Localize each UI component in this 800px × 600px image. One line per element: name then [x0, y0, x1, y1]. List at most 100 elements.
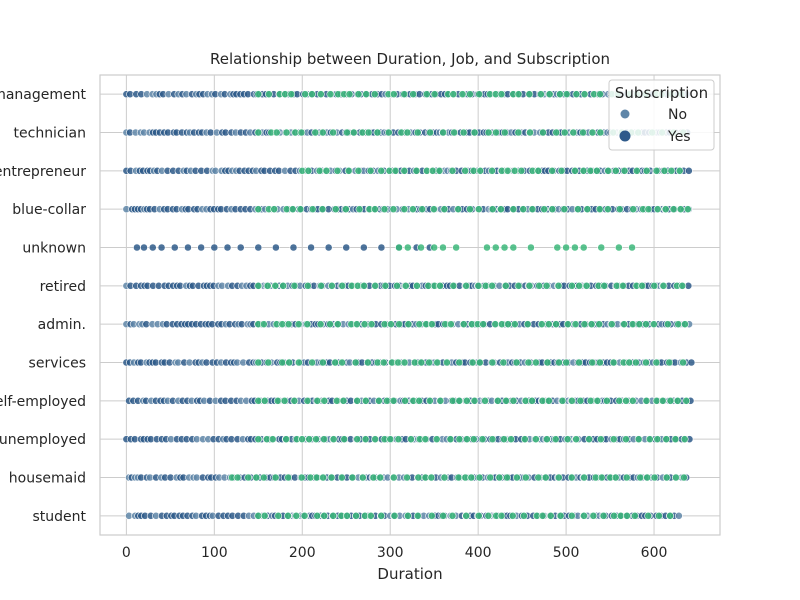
- data-point-yes: [644, 205, 653, 214]
- data-point-yes: [635, 320, 644, 329]
- data-point-yes: [327, 281, 336, 290]
- data-point-yes: [461, 166, 470, 175]
- data-point-yes: [486, 473, 495, 482]
- data-point-yes: [369, 473, 378, 482]
- data-point-yes: [455, 358, 464, 367]
- data-point-yes: [381, 281, 390, 290]
- data-point-yes: [366, 511, 375, 520]
- data-point-yes: [666, 396, 675, 405]
- data-point-yes: [543, 358, 552, 367]
- data-point-yes: [514, 128, 523, 137]
- data-point-yes: [669, 205, 678, 214]
- data-point-yes: [466, 90, 474, 99]
- data-point-yes: [348, 473, 357, 482]
- x-tick-label: 400: [465, 545, 492, 561]
- data-point-yes: [502, 396, 510, 405]
- data-point-yes: [400, 166, 409, 175]
- data-point-yes: [280, 396, 289, 405]
- data-point-yes: [354, 166, 363, 175]
- data-point-yes: [353, 435, 362, 444]
- data-point-yes: [622, 396, 630, 405]
- data-point-no: [184, 243, 192, 252]
- data-point-yes: [272, 128, 281, 137]
- data-point-yes: [288, 205, 297, 214]
- data-point-yes: [580, 511, 588, 520]
- data-point-yes: [303, 281, 312, 290]
- data-point-yes: [593, 396, 602, 405]
- data-point-yes: [316, 90, 325, 99]
- data-point-yes: [254, 90, 263, 99]
- data-point-yes: [415, 396, 424, 405]
- data-point-yes: [270, 205, 279, 214]
- data-point-yes: [483, 243, 491, 252]
- data-point-yes: [371, 435, 380, 444]
- y-tick-label: housemaid: [9, 471, 86, 487]
- x-tick-label: 100: [201, 545, 228, 561]
- y-tick-label: blue-collar: [12, 202, 86, 218]
- data-point-yes: [329, 435, 338, 444]
- data-point-yes: [318, 205, 327, 214]
- data-point-yes: [643, 473, 652, 482]
- data-point-yes: [596, 435, 605, 444]
- data-point-yes: [417, 358, 426, 367]
- data-point-yes: [579, 128, 587, 137]
- data-point-yes: [290, 396, 299, 405]
- data-point-yes: [634, 435, 643, 444]
- data-point-yes: [553, 243, 562, 252]
- data-point-no: [197, 243, 206, 252]
- data-point-yes: [583, 205, 592, 214]
- data-point-yes: [264, 358, 273, 367]
- data-point-no: [324, 243, 333, 252]
- data-point-no: [674, 511, 683, 520]
- y-tick-label: technician: [14, 126, 86, 142]
- data-point-yes: [599, 511, 608, 520]
- y-tick-labels: management technician entrepreneur blue-col…: [0, 87, 86, 525]
- data-point-yes: [430, 90, 439, 99]
- data-point-yes: [508, 511, 517, 520]
- data-point-yes: [642, 320, 650, 329]
- legend-box: [608, 79, 715, 151]
- data-point-yes: [538, 511, 547, 520]
- data-point-no: [359, 243, 368, 252]
- data-point-yes: [354, 90, 363, 99]
- data-point-yes: [527, 243, 535, 252]
- data-point-yes: [582, 281, 591, 290]
- data-point-yes: [532, 358, 540, 367]
- data-point-yes: [501, 281, 510, 290]
- data-point-no: [289, 243, 298, 252]
- data-point-yes: [500, 243, 509, 252]
- data-point-yes: [435, 166, 444, 175]
- data-point-yes: [574, 205, 582, 214]
- data-point-yes: [284, 320, 293, 329]
- data-point-yes: [603, 205, 612, 214]
- data-point-yes: [290, 281, 299, 290]
- data-point-yes: [628, 320, 637, 329]
- data-point-yes: [488, 435, 497, 444]
- data-point-yes: [391, 166, 400, 175]
- data-point-yes: [552, 320, 561, 329]
- data-point-yes: [278, 358, 287, 367]
- data-point-yes: [468, 358, 477, 367]
- data-point-yes: [244, 473, 253, 482]
- data-point-yes: [333, 166, 342, 175]
- data-point-yes: [560, 128, 569, 137]
- data-point-yes: [384, 128, 393, 137]
- data-point-yes: [386, 435, 395, 444]
- data-point-yes: [319, 358, 327, 367]
- data-point-yes: [560, 205, 569, 214]
- x-tick-label: 500: [553, 545, 580, 561]
- data-point-yes: [478, 435, 487, 444]
- chart-title: Relationship between Duration, Job, and …: [210, 50, 610, 68]
- data-point-yes: [548, 205, 557, 214]
- data-point-no: [377, 243, 386, 252]
- data-point-yes: [389, 396, 398, 405]
- data-point-yes: [400, 205, 409, 214]
- data-point-yes: [476, 166, 485, 175]
- data-point-yes: [629, 205, 638, 214]
- data-point-yes: [563, 435, 572, 444]
- data-point-yes: [568, 396, 576, 405]
- data-point-yes: [607, 320, 616, 329]
- data-point-yes: [408, 205, 417, 214]
- data-point-yes: [338, 358, 346, 367]
- data-point-yes: [509, 205, 518, 214]
